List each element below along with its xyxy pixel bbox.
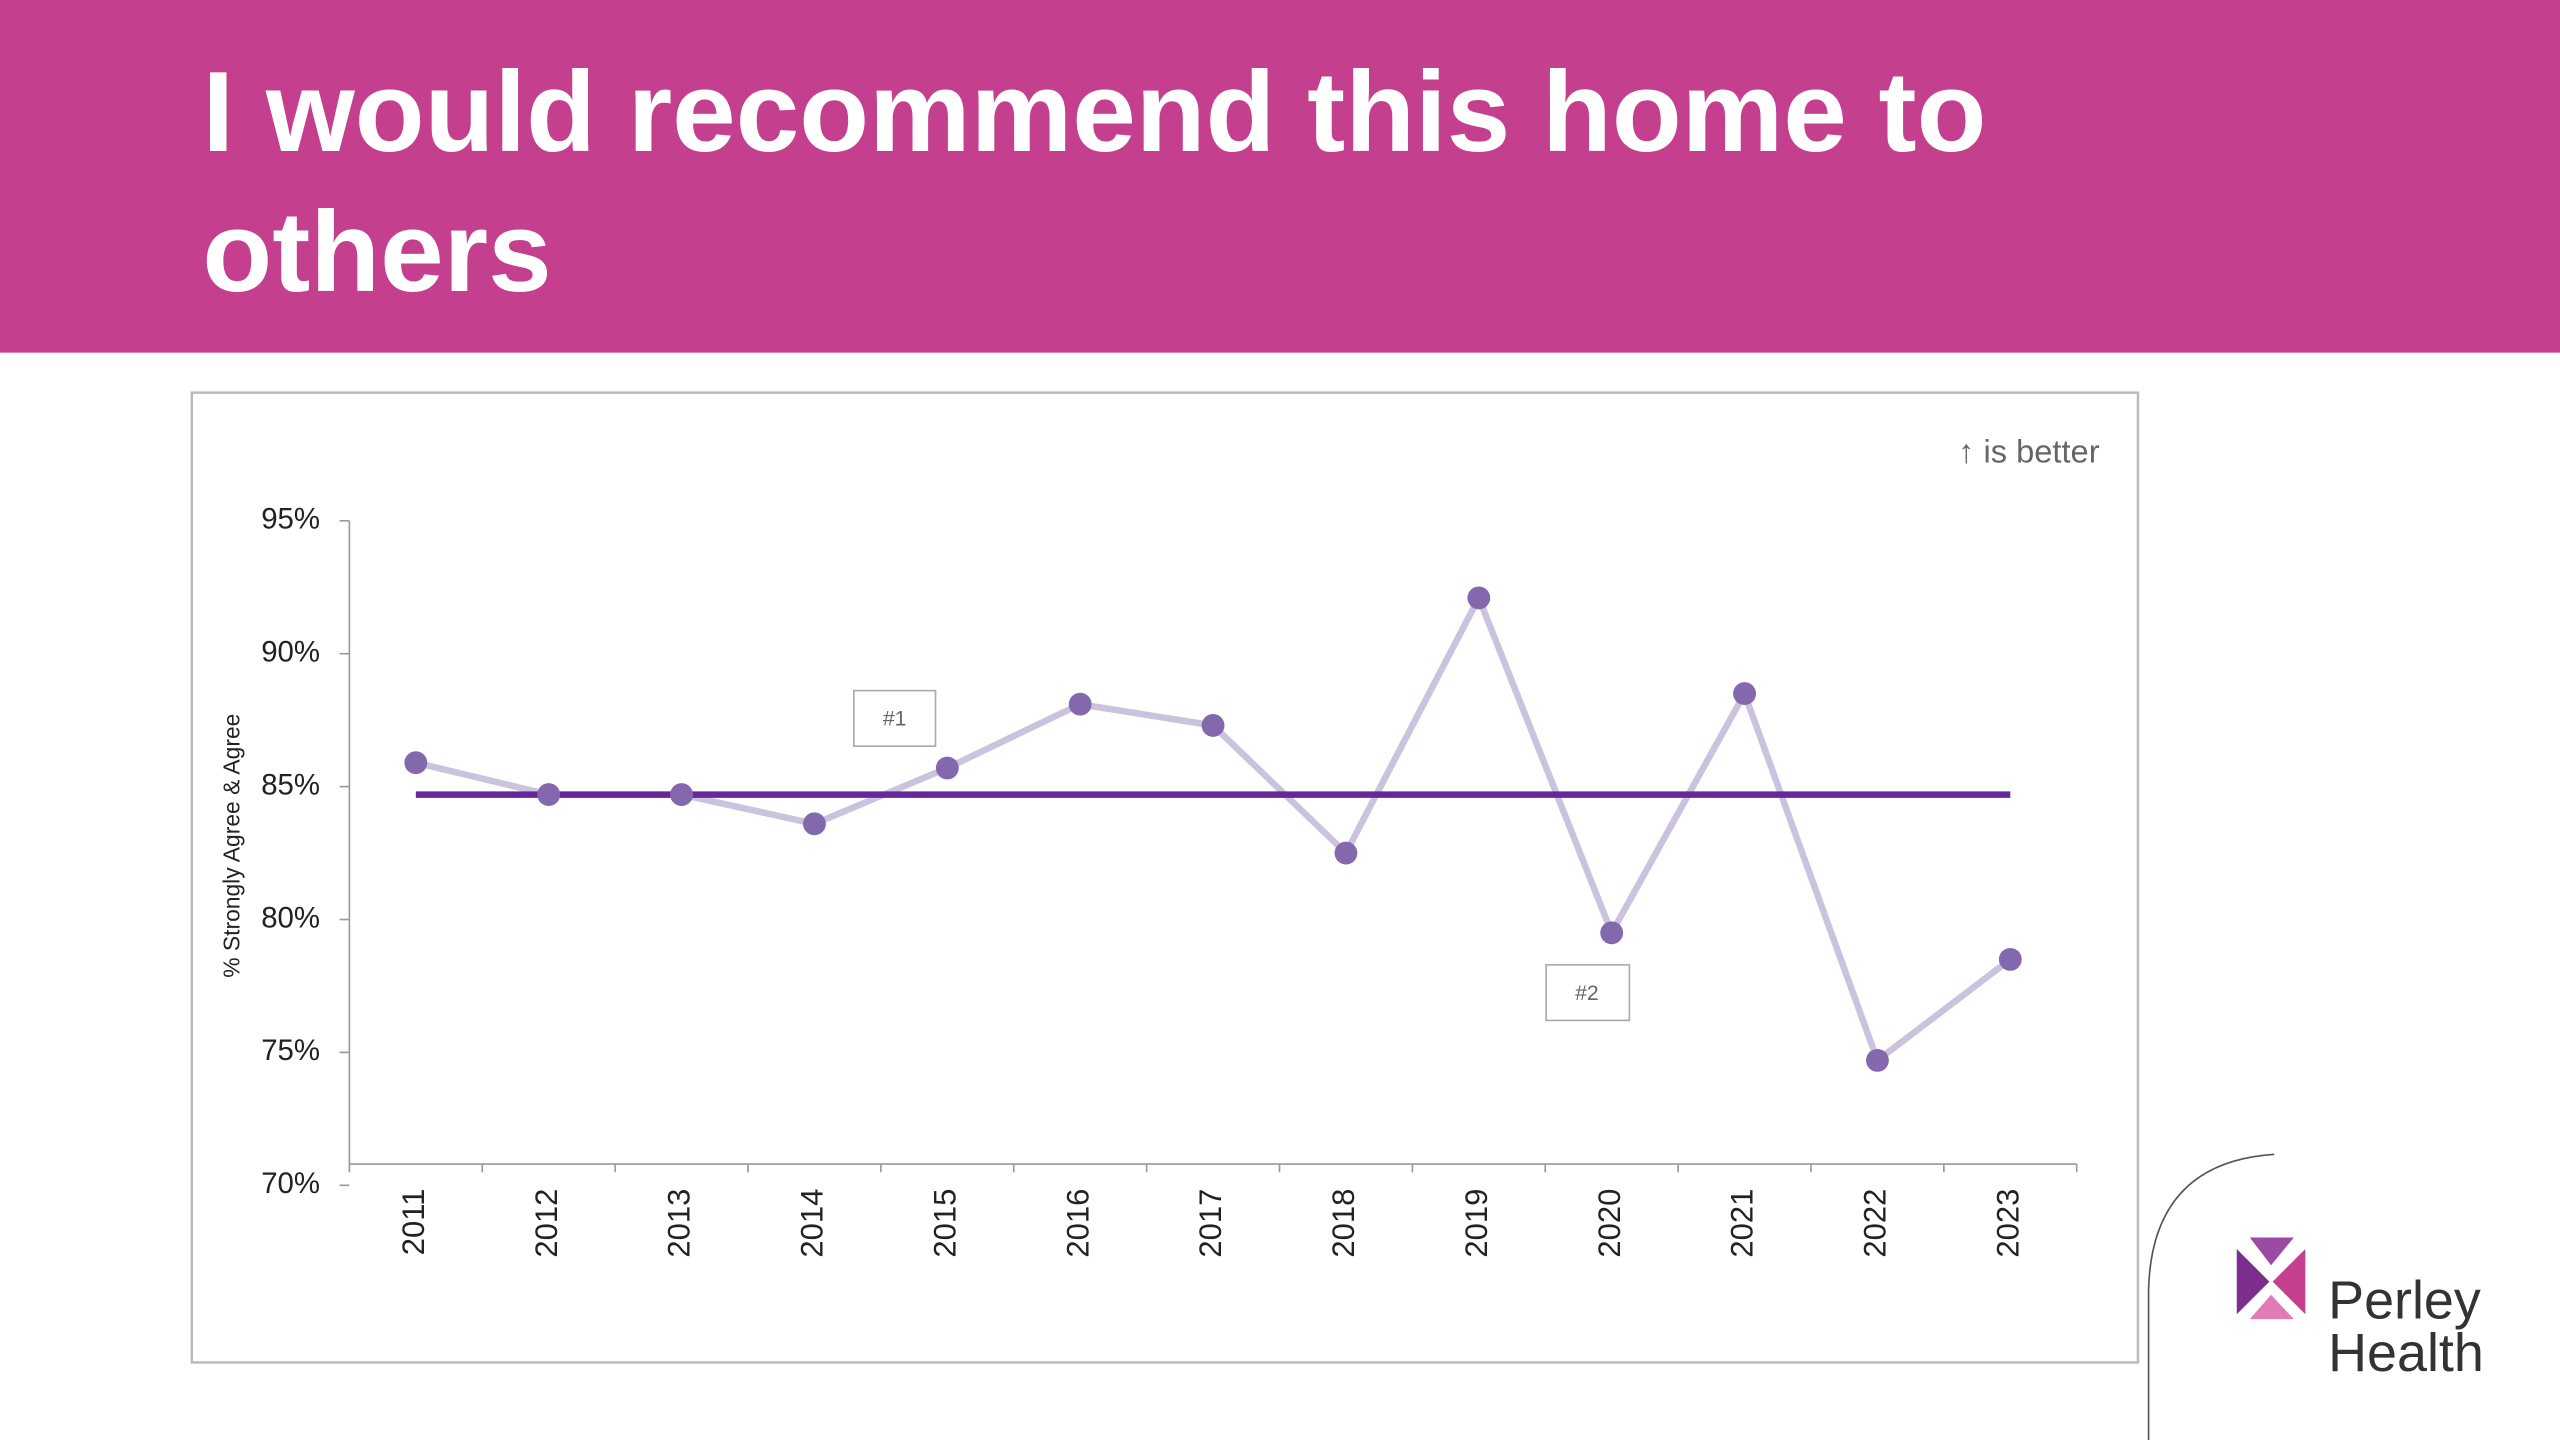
point <box>1733 682 1756 706</box>
x-tick-label: 2017 <box>1193 1189 1228 1258</box>
point <box>404 751 428 775</box>
y-tick-label: 85% <box>261 768 320 801</box>
logo-mark <box>2236 1237 2306 1320</box>
point <box>1865 1048 1889 1072</box>
annotation: #1 <box>883 708 907 731</box>
point <box>1467 586 1491 610</box>
y-tick-label: 80% <box>261 901 320 934</box>
x-tick-label: 2015 <box>928 1189 963 1258</box>
y-tick-label: 70% <box>261 1167 320 1200</box>
note: ↑ is better <box>1958 433 2100 470</box>
x-tick-label: 2021 <box>1725 1189 1760 1258</box>
x-tick-label: 2011 <box>396 1189 431 1256</box>
slide-title: I would recommend this home to others <box>202 49 1986 316</box>
chart-frame <box>190 391 2140 1364</box>
point <box>1600 921 1624 945</box>
y-tick-label: 90% <box>261 635 320 668</box>
x-tick-label: 2013 <box>662 1189 697 1258</box>
point <box>1998 947 2022 971</box>
decor-arc <box>2147 1153 2275 1440</box>
point <box>537 783 561 807</box>
x-tick-label: 2023 <box>1990 1189 2025 1258</box>
x-tick-label: 2022 <box>1858 1189 1893 1258</box>
point <box>1068 692 1092 716</box>
x-tick-label: 2019 <box>1459 1189 1494 1258</box>
x-tick-label: 2018 <box>1326 1189 1361 1258</box>
y-tick-label: 75% <box>261 1034 320 1067</box>
x-tick-label: 2020 <box>1592 1189 1627 1258</box>
x-tick-label: 2012 <box>529 1189 564 1258</box>
point <box>803 812 826 836</box>
x-tick-label: 2014 <box>795 1189 830 1258</box>
point <box>1334 841 1358 865</box>
logo-text: Health <box>2328 1323 2484 1383</box>
y-axis-label: % Strongly Agree & Agree <box>219 714 245 978</box>
y-tick-label: 95% <box>261 503 320 536</box>
annotation: #2 <box>1575 982 1599 1005</box>
annotation-box <box>853 689 937 747</box>
annotation-box <box>1545 964 1631 1022</box>
title-band <box>0 0 2560 353</box>
logo-text: Perley <box>2328 1271 2481 1331</box>
x-tick-label: 2016 <box>1060 1189 1095 1258</box>
point <box>670 783 693 807</box>
point <box>1201 714 1225 737</box>
point <box>935 756 959 780</box>
